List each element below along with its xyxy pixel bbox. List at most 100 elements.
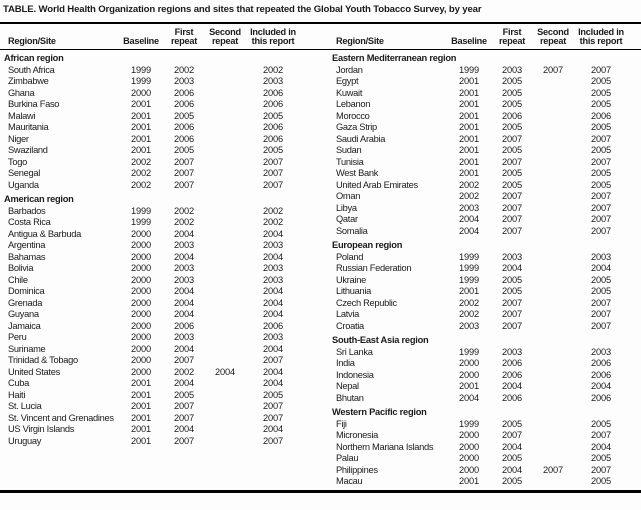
- first-repeat-year: 2007: [502, 191, 522, 202]
- site-row: Cuba 2001 2004 2004: [4, 378, 301, 390]
- site-row: Micronesia 2000 2007 2007: [332, 430, 629, 442]
- second-repeat-year: [205, 206, 245, 218]
- baseline-year: 1999: [459, 418, 479, 429]
- included-year: 2005: [263, 145, 283, 156]
- included-year: 2005: [591, 145, 611, 156]
- first-repeat-year: 2007: [174, 412, 194, 423]
- region-header: European region: [332, 240, 403, 251]
- site-row: Dominica 2000 2004 2004: [4, 286, 301, 298]
- first-repeat-year: 2004: [174, 228, 194, 239]
- first-repeat-year: 2007: [174, 156, 194, 167]
- site-name: Lithuania: [336, 286, 372, 297]
- site-row: Latvia 2002 2007 2007: [332, 309, 629, 321]
- first-repeat-year: 2004: [174, 286, 194, 297]
- site-name: Bolivia: [8, 263, 34, 274]
- site-row: Somalia 2004 2007 2007: [332, 226, 629, 238]
- first-repeat-year: 2007: [502, 156, 522, 167]
- region-header: South-East Asia region: [332, 335, 429, 346]
- second-repeat-year: [205, 263, 245, 275]
- first-repeat-year: 2003: [174, 274, 194, 285]
- second-repeat-year: [205, 355, 245, 367]
- second-repeat-year: [533, 214, 573, 226]
- table-header: Region/Site Baseline First repeat Second…: [0, 26, 641, 49]
- table-body: African region South Africa 1999 2002 2002 Zi…: [0, 50, 641, 488]
- included-year: 2007: [263, 435, 283, 446]
- second-repeat-year: [533, 168, 573, 180]
- site-row: Chile 2000 2003 2003: [4, 275, 301, 287]
- region-header: African region: [4, 53, 64, 64]
- first-repeat-year: 2004: [174, 251, 194, 262]
- second-repeat-year: 2004: [215, 366, 235, 377]
- region-section: European region Poland 1999 2003 2003 Russian…: [332, 240, 629, 332]
- region-header: Western Pacific region: [332, 407, 427, 418]
- site-name: Niger: [8, 133, 29, 144]
- included-year: 2004: [263, 424, 283, 435]
- site-row: Russian Federation 1999 2004 2004: [332, 263, 629, 275]
- included-year: 2007: [591, 64, 611, 75]
- second-repeat-year: [533, 358, 573, 370]
- first-repeat-year: 2007: [502, 133, 522, 144]
- first-repeat-year: 2007: [174, 435, 194, 446]
- included-year: 2007: [591, 225, 611, 236]
- site-name: Mauritania: [8, 122, 49, 133]
- table-title: TABLE. World Health Organization regions…: [3, 4, 482, 15]
- baseline-year: 2000: [131, 251, 151, 262]
- first-repeat-year: 2003: [174, 76, 194, 87]
- second-repeat-year: 2007: [543, 64, 563, 75]
- site-row: US Virgin Islands 2001 2004 2004: [4, 424, 301, 436]
- baseline-year: 2001: [131, 99, 151, 110]
- site-row: Lebanon 2001 2005 2005: [332, 99, 629, 111]
- second-repeat-year: [533, 203, 573, 215]
- first-repeat-year: 2006: [502, 392, 522, 403]
- second-repeat-year: [533, 321, 573, 333]
- first-repeat-year: 2002: [174, 64, 194, 75]
- included-year: 2004: [263, 309, 283, 320]
- region-section: African region South Africa 1999 2002 2002 Zi…: [4, 53, 301, 191]
- second-repeat-year: [205, 240, 245, 252]
- baseline-year: 2002: [131, 179, 151, 190]
- included-year: 2005: [591, 179, 611, 190]
- header-right: Region/Site Baseline First repeat Second…: [332, 26, 629, 49]
- first-repeat-year: 2006: [502, 369, 522, 380]
- second-repeat-year: [533, 226, 573, 238]
- baseline-year: 2001: [131, 424, 151, 435]
- site-row: Peru 2000 2003 2003: [4, 332, 301, 344]
- baseline-year: 1999: [459, 64, 479, 75]
- second-repeat-year: [205, 390, 245, 402]
- site-name: Ghana: [8, 87, 35, 98]
- site-name: Haiti: [8, 389, 26, 400]
- site-row: Bolivia 2000 2003 2003: [4, 263, 301, 275]
- baseline-year: 2002: [131, 156, 151, 167]
- second-repeat-year: [533, 252, 573, 264]
- table-left-column: African region South Africa 1999 2002 2002 Zi…: [4, 53, 301, 488]
- site-name: Cuba: [8, 378, 30, 389]
- baseline-year: 2000: [459, 430, 479, 441]
- second-repeat-year: [533, 99, 573, 111]
- site-name: Latvia: [336, 309, 360, 320]
- baseline-year: 2001: [459, 286, 479, 297]
- second-repeat-year: [205, 401, 245, 413]
- site-name: Senegal: [8, 168, 41, 179]
- site-row: Guyana 2000 2004 2004: [4, 309, 301, 321]
- first-repeat-year: 2005: [502, 99, 522, 110]
- col-header-region-site: Region/Site: [8, 36, 56, 47]
- baseline-year: 1999: [459, 263, 479, 274]
- site-name: Ukraine: [336, 274, 366, 285]
- baseline-year: 2000: [459, 464, 479, 475]
- second-repeat-year: [533, 309, 573, 321]
- site-row: Kuwait 2001 2005 2005: [332, 88, 629, 100]
- site-row: West Bank 2001 2005 2005: [332, 168, 629, 180]
- site-row: Saudi Arabia 2001 2007 2007: [332, 134, 629, 146]
- included-year: 2007: [591, 430, 611, 441]
- site-row: Morocco 2001 2006 2006: [332, 111, 629, 123]
- baseline-year: 2001: [131, 412, 151, 423]
- included-year: 2007: [263, 412, 283, 423]
- included-year: 2005: [591, 274, 611, 285]
- first-repeat-year: 2004: [502, 441, 522, 452]
- baseline-year: 2001: [459, 145, 479, 156]
- baseline-year: 2001: [131, 401, 151, 412]
- baseline-year: 2001: [131, 145, 151, 156]
- site-name: Morocco: [336, 110, 370, 121]
- bottom-divider: [0, 490, 641, 493]
- site-row: Antigua & Barbuda 2000 2004 2004: [4, 229, 301, 241]
